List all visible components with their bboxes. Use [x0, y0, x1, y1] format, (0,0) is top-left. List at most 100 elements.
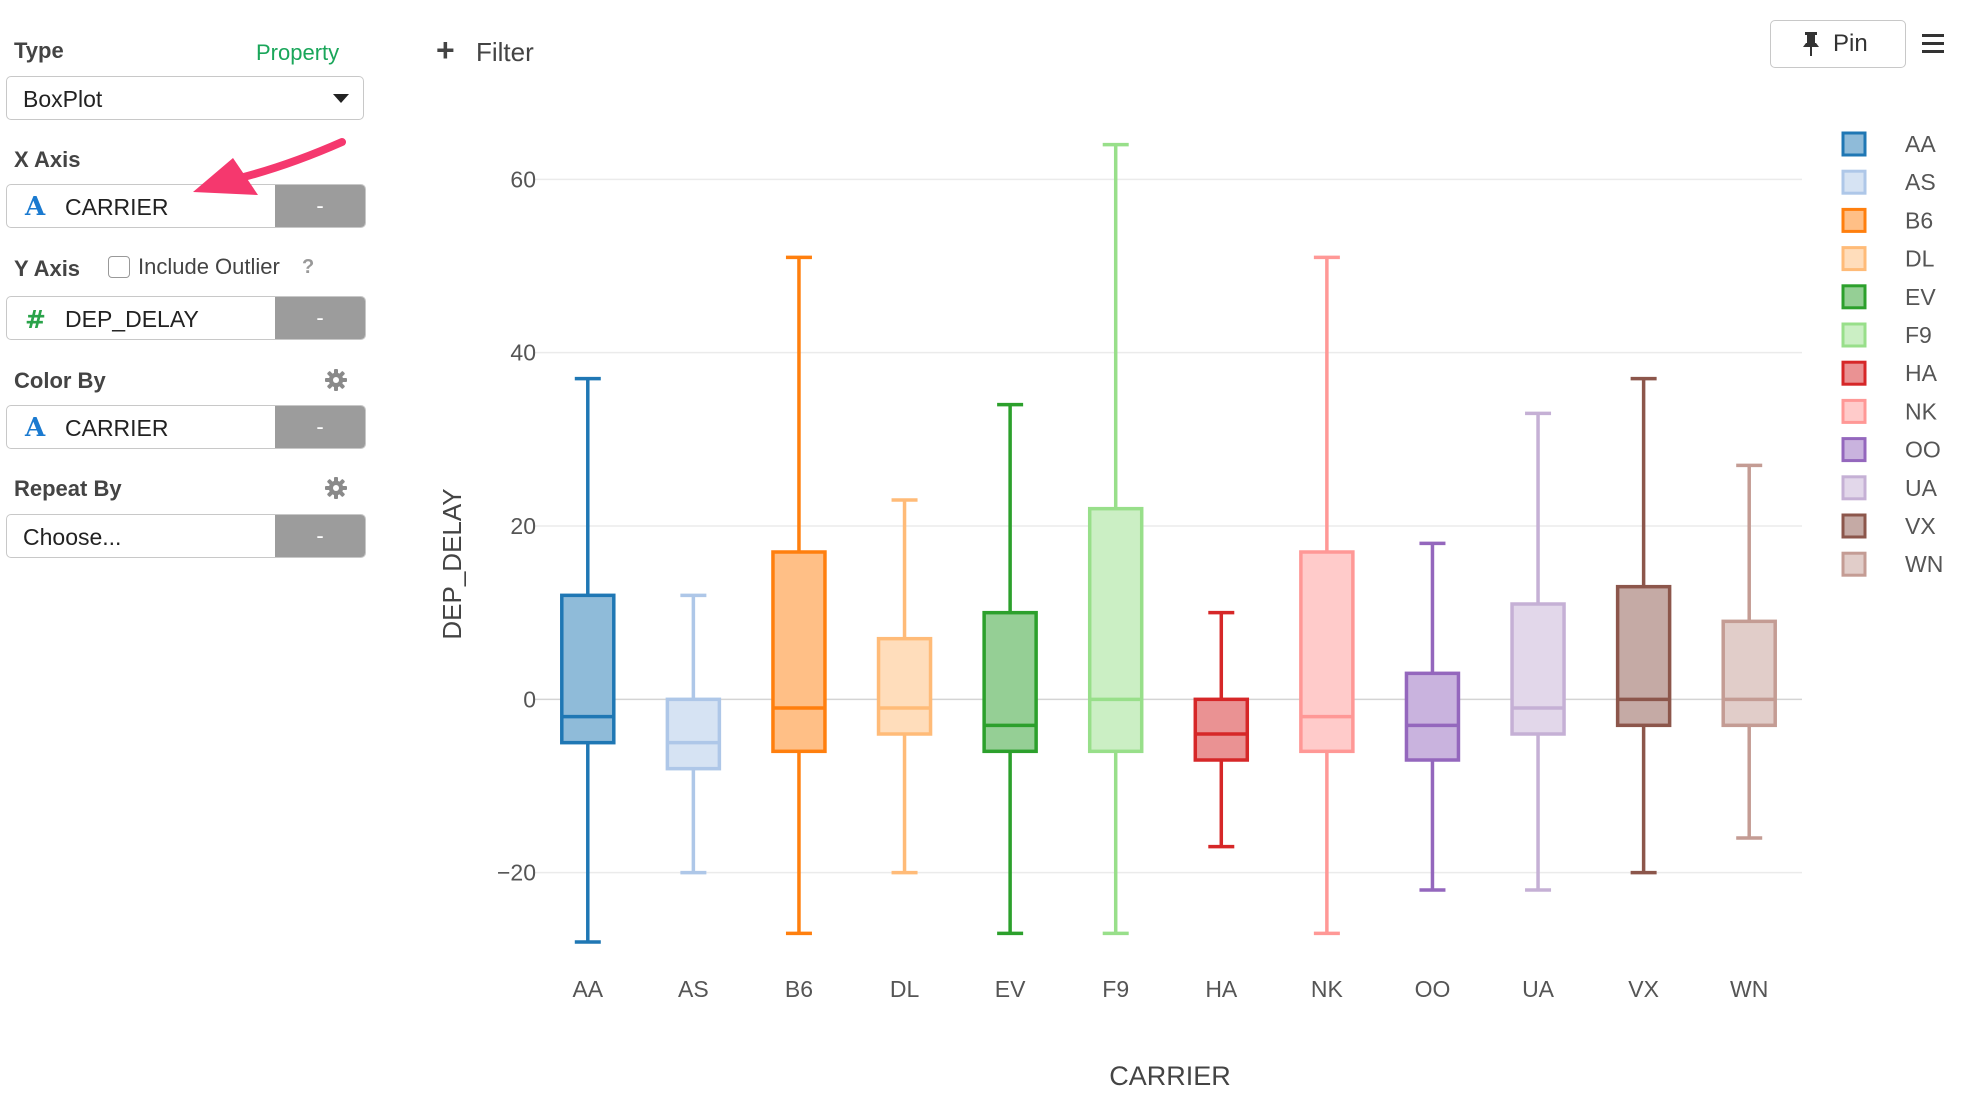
pin-icon — [1803, 32, 1819, 56]
repeat-by-placeholder: Choose... — [23, 524, 122, 550]
chart-type-select[interactable]: BoxPlot — [6, 76, 364, 120]
iqr-box — [771, 550, 827, 754]
legend-swatch — [1841, 284, 1867, 310]
pin-label: Pin — [1833, 30, 1868, 57]
legend-item-oo: OO — [1841, 437, 1941, 463]
repeat-by-label: Repeat By — [14, 476, 122, 501]
color-by-remove-button[interactable]: - — [275, 406, 365, 448]
legend-item-dl: DL — [1841, 246, 1935, 272]
y-axis-ticks: −20 0 20 40 60 — [497, 166, 536, 885]
legend-swatch — [1841, 207, 1867, 233]
chart-config-panel: Type Property BoxPlot X Axis A CARRIER -… — [0, 0, 380, 1102]
legend-item-wn: WN — [1841, 551, 1943, 577]
iqr-box — [1299, 550, 1355, 754]
legend-item-f9: F9 — [1841, 322, 1932, 348]
y-tick-label: 0 — [523, 686, 536, 712]
legend-swatch — [1841, 322, 1867, 348]
legend-label: EV — [1905, 284, 1936, 310]
color-by-field-name: CARRIER — [65, 415, 169, 441]
y-axis-field-name: DEP_DELAY — [65, 306, 199, 332]
iqr-box — [982, 610, 1038, 754]
legend-swatch — [1841, 360, 1867, 386]
box-nk — [1299, 255, 1355, 936]
legend-item-as: AS — [1841, 169, 1936, 195]
include-outlier-checkbox[interactable] — [108, 256, 130, 278]
repeat-by-remove-button[interactable]: - — [275, 515, 365, 557]
iqr-box — [560, 593, 616, 745]
help-icon[interactable]: ? — [302, 256, 315, 278]
box-wn — [1721, 463, 1777, 840]
box-ha — [1193, 610, 1250, 849]
color-by-field[interactable]: A CARRIER - — [6, 405, 366, 449]
legend-swatch — [1841, 475, 1867, 501]
legend-label: UA — [1905, 475, 1938, 501]
plus-icon: + — [436, 32, 455, 68]
legend-label: F9 — [1905, 322, 1932, 348]
box-f9 — [1087, 142, 1144, 936]
legend-swatch — [1841, 131, 1867, 157]
chart-type-value: BoxPlot — [23, 86, 103, 112]
x-axis-field[interactable]: A CARRIER - — [6, 184, 366, 228]
box-aa — [560, 376, 616, 944]
box-b6 — [771, 255, 827, 936]
x-axis-remove-button[interactable]: - — [275, 185, 365, 227]
y-axis-label: Y Axis — [14, 256, 81, 281]
legend-label: B6 — [1905, 207, 1933, 233]
include-outlier-label: Include Outlier — [138, 254, 280, 279]
box-vx — [1615, 376, 1672, 875]
legend-label: AS — [1905, 169, 1936, 195]
legend-label: HA — [1905, 360, 1938, 386]
x-tick-label: HA — [1205, 976, 1238, 1002]
y-axis-title: DEP_DELAY — [437, 488, 467, 639]
pin-button[interactable]: Pin — [1770, 20, 1906, 68]
iqr-box — [876, 636, 933, 736]
gear-icon[interactable] — [324, 368, 348, 392]
y-tick-label: 40 — [510, 340, 536, 366]
legend-label: DL — [1905, 246, 1935, 272]
x-tick-label: NK — [1311, 976, 1344, 1002]
legend-swatch — [1841, 437, 1867, 463]
y-tick-label: 20 — [510, 513, 536, 539]
y-tick-label: −20 — [497, 860, 536, 886]
legend-swatch — [1841, 246, 1867, 272]
x-tick-label: AS — [678, 976, 709, 1002]
iqr-box — [1615, 584, 1672, 728]
legend-item-aa: AA — [1841, 131, 1936, 157]
menu-icon[interactable] — [1922, 34, 1944, 54]
gear-icon[interactable] — [324, 476, 348, 500]
numeric-type-icon: # — [25, 305, 46, 334]
string-type-icon: A — [25, 413, 46, 443]
x-axis-title: CARRIER — [1109, 1061, 1231, 1091]
legend-item-vx: VX — [1841, 513, 1936, 539]
x-tick-label: EV — [995, 976, 1026, 1002]
legend-swatch — [1841, 551, 1867, 577]
filter-label: Filter — [476, 37, 534, 67]
boxplot-series — [560, 142, 1777, 944]
x-tick-label: WN — [1730, 976, 1768, 1002]
legend-item-nk: NK — [1841, 398, 1938, 424]
box-ev — [982, 402, 1038, 936]
repeat-by-field[interactable]: Choose... - — [6, 514, 366, 558]
type-label: Type — [14, 38, 64, 63]
iqr-box — [1404, 671, 1461, 762]
legend: AA AS B6 DL EV F9 HA NK OO UA VX WN — [1841, 131, 1943, 577]
legend-item-ev: EV — [1841, 284, 1936, 310]
x-axis-ticks: AA AS B6 DL EV F9 HA NK OO UA VX WN — [572, 976, 1768, 1002]
iqr-box — [1193, 697, 1250, 762]
box-as — [665, 593, 722, 875]
x-tick-label: AA — [572, 976, 603, 1002]
iqr-box — [1087, 506, 1144, 754]
y-axis-field[interactable]: # DEP_DELAY - — [6, 296, 366, 340]
box-ua — [1510, 411, 1566, 892]
legend-swatch — [1841, 513, 1867, 539]
box-oo — [1404, 541, 1461, 892]
y-axis-remove-button[interactable]: - — [275, 297, 365, 339]
legend-label: WN — [1905, 551, 1943, 577]
legend-item-ha: HA — [1841, 360, 1938, 386]
legend-label: OO — [1905, 437, 1941, 463]
property-link[interactable]: Property — [256, 40, 340, 65]
y-grid — [535, 178, 1802, 874]
legend-label: VX — [1905, 513, 1936, 539]
x-tick-label: B6 — [785, 976, 813, 1002]
iqr-box — [1510, 602, 1566, 736]
